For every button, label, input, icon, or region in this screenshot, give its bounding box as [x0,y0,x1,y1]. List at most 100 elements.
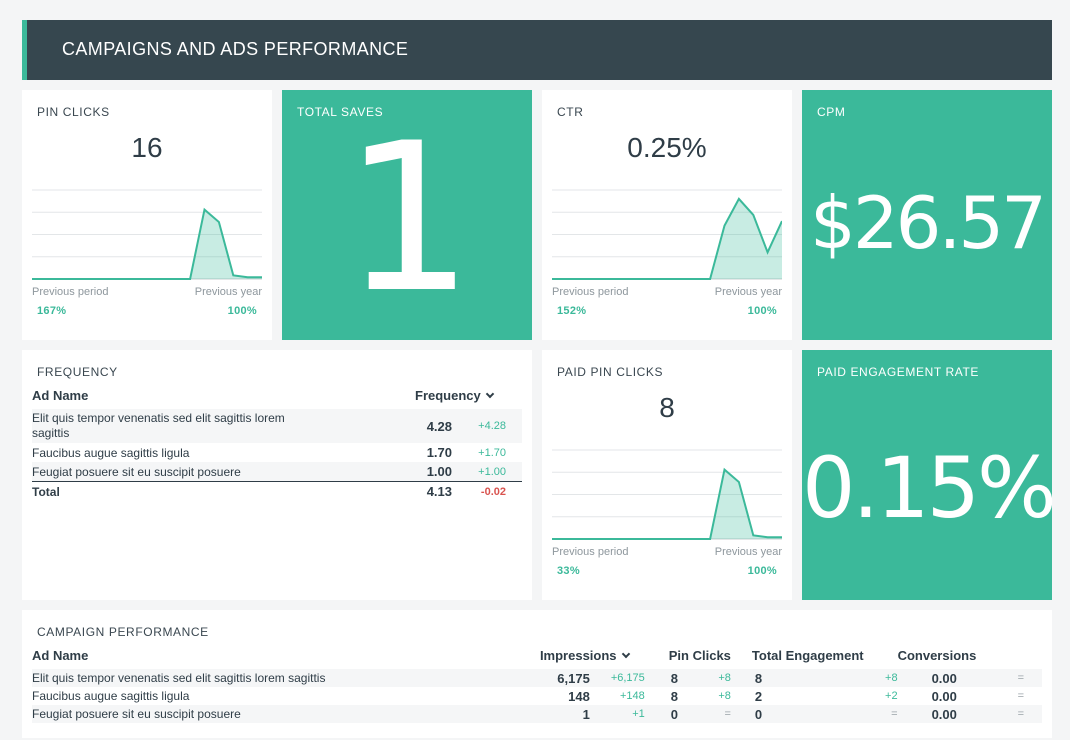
impressions-delta: +6,175 [589,669,645,687]
ctr-card: CTR 0.25% Previous period Previous year … [542,90,792,340]
sparkline-area [552,198,782,279]
campaign-header-row: Ad Name Impressions Pin Clicks Total Eng… [32,648,1042,669]
sparkline-area [552,469,782,539]
campaign-col-impressions[interactable]: Impressions [535,648,645,669]
pin-clicks-prev-period-label: Previous period [32,286,109,298]
campaign-performance-card: CAMPAIGN PERFORMANCE Ad Name Impressions… [22,610,1052,738]
engagement-delta: +2 [885,690,898,702]
impressions-value: 148 [568,688,590,704]
sparkline-line [552,197,782,280]
pin-clicks-delta: +8 [718,690,731,702]
pin-clicks-sparkline [32,189,262,280]
pin-clicks-prev-year-label: Previous year [194,286,262,298]
table-row: Elit quis tempor venenatis sed elit sagi… [32,409,522,443]
paid-pin-clicks-card: PAID PIN CLICKS 8 Previous period Previo… [542,350,792,600]
ctr-sparkline [552,189,782,280]
table-row: Elit quis tempor venenatis sed elit sagi… [32,669,1042,687]
ad-name: Faucibus augue sagittis ligula [32,689,190,703]
sparkline-line [552,467,782,540]
frequency-card: FREQUENCY Ad Name Frequency Elit quis te… [22,350,532,600]
total-label: Total [32,481,362,501]
sort-chevron-down-icon [485,389,494,399]
total-value: 4.13 [362,481,452,501]
paid-engagement-title: PAID ENGAGEMENT RATE [817,365,980,379]
campaign-col-ad-name: Ad Name [32,648,89,663]
frequency-title: FREQUENCY [37,365,118,379]
conversions-value: 0.00 [897,705,968,723]
ctr-prev-year-label: Previous year [714,286,782,298]
paid-pin-clicks-prev-year-label: Previous year [714,546,782,558]
ctr-prev-period-value: 152% [557,305,587,317]
table-row: Feugiat posuere sit eu suscipit posuere … [32,705,1042,723]
table-row: Faucibus augue sagittis ligula 1.70 +1.7… [32,443,522,462]
campaign-table: Ad Name Impressions Pin Clicks Total Eng… [32,648,1042,723]
cpm-title: CPM [817,105,846,119]
paid-pin-clicks-prev-year-value: 100% [747,565,777,577]
frequency-delta: +1.00 [452,462,522,482]
pin-clicks-prev-period-value: 167% [37,305,67,317]
total-delta: -0.02 [452,481,522,501]
ctr-prev-period-label: Previous period [552,286,629,298]
conversions-delta: = [1017,690,1024,702]
frequency-header-row: Ad Name Frequency [32,388,522,409]
frequency-delta: +4.28 [452,409,522,443]
cpm-card: CPM $26.57 [802,90,1052,340]
total-saves-title: TOTAL SAVES [297,105,384,119]
dashboard-header: CAMPAIGNS AND ADS PERFORMANCE [22,20,1052,80]
conversions-value: 0.00 [897,669,968,687]
paid-engagement-card: PAID ENGAGEMENT RATE 0.15% [802,350,1057,600]
sparkline-area [32,209,262,279]
frequency-value: 1.00 [362,462,452,482]
pin-clicks-title: PIN CLICKS [37,105,110,119]
frequency-col-ad-name: Ad Name [32,388,89,403]
pin-clicks-card: PIN CLICKS 16 Previous period Previous y… [22,90,272,340]
conversions-delta: = [967,669,1042,687]
pin-clicks-value: 8 [670,688,678,704]
sparkline-line [32,207,262,280]
ad-name: Elit quis tempor venenatis sed elit sagi… [32,409,362,443]
frequency-col-frequency[interactable]: Frequency [362,388,522,409]
conversions-value: 0.00 [931,688,957,704]
campaign-col-conversions[interactable]: Conversions [897,648,977,663]
campaign-performance-title: CAMPAIGN PERFORMANCE [37,625,209,639]
engagement-value: 0 [730,705,801,723]
frequency-total-row: Total 4.13 -0.02 [32,481,522,501]
impressions-value: 1 [534,705,590,723]
table-row: Feugiat posuere sit eu suscipit posuere … [32,462,522,482]
frequency-value: 4.28 [362,409,452,443]
pin-clicks-value: 8 [644,669,685,687]
frequency-value: 1.70 [426,445,452,460]
ctr-value: 0.25% [627,132,707,163]
ctr-prev-year-value: 100% [747,305,777,317]
pin-clicks-value: 0 [644,705,685,723]
campaign-col-total-engagement[interactable]: Total Engagement [751,648,864,663]
pin-clicks-prev-year-value: 100% [227,305,257,317]
dashboard-title: CAMPAIGNS AND ADS PERFORMANCE [62,39,409,59]
pin-clicks-value: 16 [131,132,163,163]
frequency-table: Ad Name Frequency Elit quis tempor venen… [32,388,522,501]
pin-clicks-delta: +8 [684,669,731,687]
cpm-value: $26.57 [810,181,1047,265]
engagement-value: 2 [754,688,763,704]
ad-name: Faucibus augue sagittis ligula [32,445,190,460]
engagement-delta: +8 [800,669,898,687]
frequency-col-label: Frequency [415,388,481,403]
total-saves-card: TOTAL SAVES 1 [282,90,532,340]
engagement-delta: = [800,705,898,723]
paid-engagement-value: 0.15% [802,439,1057,537]
paid-pin-clicks-title: PAID PIN CLICKS [557,365,664,379]
engagement-value: 8 [730,669,801,687]
paid-pin-clicks-prev-period-label: Previous period [552,546,629,558]
table-row: Faucibus augue sagittis ligula 148 +148 … [32,687,1042,705]
impressions-delta: +1 [589,705,645,723]
ctr-title: CTR [557,105,584,119]
campaign-col-pin-clicks[interactable]: Pin Clicks [668,648,731,663]
pin-clicks-delta: = [684,705,731,723]
sort-chevron-down-icon [621,649,630,659]
total-saves-value: 1 [343,100,473,338]
paid-pin-clicks-value: 8 [659,392,675,423]
impressions-col-label: Impressions [539,648,617,663]
paid-pin-clicks-prev-period-value: 33% [557,565,580,577]
frequency-delta: +1.70 [478,446,506,459]
ad-name: Feugiat posuere sit eu suscipit posuere [32,705,535,723]
